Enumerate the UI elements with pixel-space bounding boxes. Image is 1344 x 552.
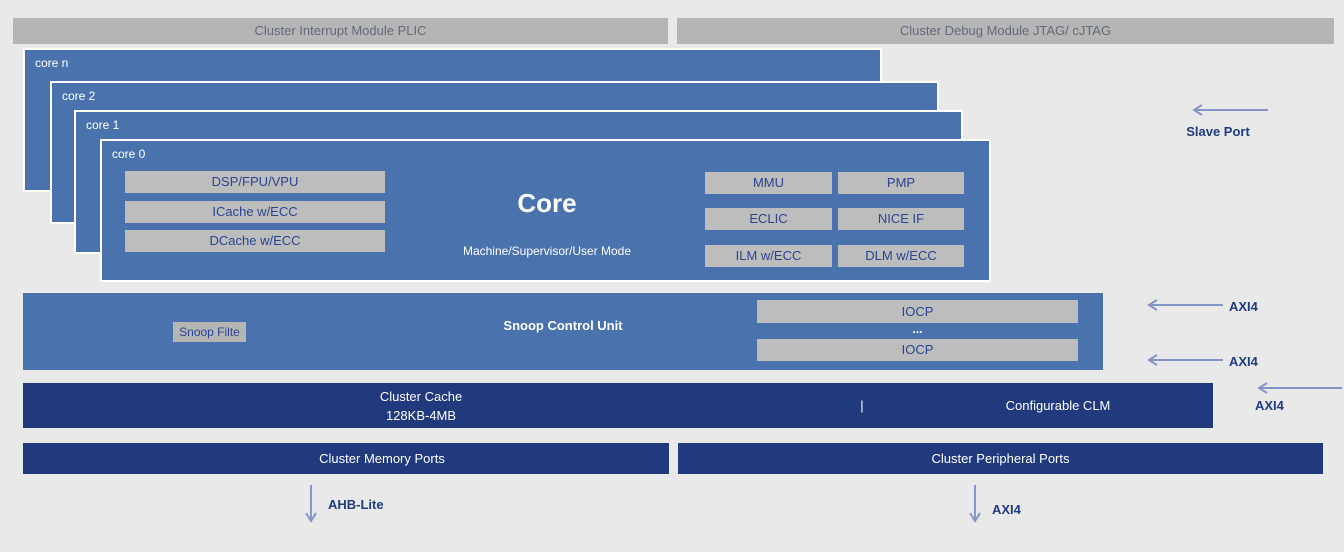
core-mode-subtitle: Machine/Supervisor/User Mode xyxy=(462,244,632,258)
cache-clm-divider: | xyxy=(860,398,864,413)
core-2-label: core 2 xyxy=(62,89,96,103)
snoop-filter-label: Snoop Filte xyxy=(179,325,240,339)
cluster-peripheral-ports-bar: Cluster Peripheral Ports xyxy=(678,443,1323,474)
eclic-label: ECLIC xyxy=(749,211,788,226)
dlm-label: DLM w/ECC xyxy=(865,248,937,263)
mmu-block: MMU xyxy=(705,172,832,194)
dlm-block: DLM w/ECC xyxy=(838,245,964,267)
iocp-top-block: IOCP xyxy=(757,300,1078,323)
ilm-label: ILM w/ECC xyxy=(735,248,802,263)
dsp-fpu-vpu-label: DSP/FPU/VPU xyxy=(211,174,299,189)
icache-label: ICache w/ECC xyxy=(212,204,298,219)
cluster-cache-bar: Cluster Cache 128KB-4MB | Configurable C… xyxy=(23,383,1213,428)
ahb-lite-label: AHB-Lite xyxy=(328,497,384,512)
cluster-cache-label: Cluster Cache 128KB-4MB xyxy=(321,387,521,425)
eclic-block: ECLIC xyxy=(705,208,832,230)
ilm-block: ILM w/ECC xyxy=(705,245,832,267)
axi4-cache-label: AXI4 xyxy=(1255,398,1284,413)
pmp-label: PMP xyxy=(886,175,916,190)
plic-header-label: Cluster Interrupt Module PLIC xyxy=(254,23,427,38)
cluster-memory-ports-label: Cluster Memory Ports xyxy=(319,451,445,466)
nice-if-block: NICE IF xyxy=(838,208,964,230)
jtag-header-bar: Cluster Debug Module JTAG/ cJTAG xyxy=(677,18,1334,44)
pmp-block: PMP xyxy=(838,172,964,194)
iocp-bottom-label: IOCP xyxy=(901,342,934,357)
nice-if-label: NICE IF xyxy=(877,211,925,226)
iocp-ellipsis: ... xyxy=(912,322,923,336)
plic-header-bar: Cluster Interrupt Module PLIC xyxy=(13,18,668,44)
snoop-filter-block: Snoop Filte xyxy=(173,322,246,342)
iocp-bottom-block: IOCP xyxy=(757,339,1078,361)
core-0-box: core 0 DSP/FPU/VPU ICache w/ECC DCache w… xyxy=(100,139,991,282)
axi4-scu-top-arrow-icon xyxy=(1147,299,1223,311)
axi4-cache-arrow-icon xyxy=(1257,382,1342,394)
core-title: Core xyxy=(517,188,577,218)
axi4-scu-bottom-label: AXI4 xyxy=(1229,354,1258,369)
slave-port-label: Slave Port xyxy=(1186,124,1250,139)
dcache-block: DCache w/ECC xyxy=(125,230,385,252)
iocp-top-label: IOCP xyxy=(901,304,934,319)
snoop-control-unit-bar: Snoop Control Unit Snoop Filte IOCP ... … xyxy=(23,293,1103,370)
dsp-fpu-vpu-block: DSP/FPU/VPU xyxy=(125,171,385,193)
axi4-peripheral-arrow-icon xyxy=(969,485,981,523)
slave-port-arrow-icon xyxy=(1192,104,1268,116)
mmu-label: MMU xyxy=(752,175,785,190)
cluster-peripheral-ports-label: Cluster Peripheral Ports xyxy=(931,451,1070,466)
core-n-label: core n xyxy=(35,56,69,70)
cluster-memory-ports-bar: Cluster Memory Ports xyxy=(23,443,669,474)
core-0-label: core 0 xyxy=(112,147,146,161)
configurable-clm-label: Configurable CLM xyxy=(1005,398,1111,413)
jtag-header-label: Cluster Debug Module JTAG/ cJTAG xyxy=(899,23,1112,38)
cluster-cache-line1: Cluster Cache xyxy=(379,389,463,404)
snoop-control-unit-title: Snoop Control Unit xyxy=(503,318,623,333)
icache-block: ICache w/ECC xyxy=(125,201,385,223)
cluster-cache-line2: 128KB-4MB xyxy=(385,408,457,423)
axi4-scu-top-label: AXI4 xyxy=(1229,299,1258,314)
dcache-label: DCache w/ECC xyxy=(209,233,301,248)
axi4-scu-bottom-arrow-icon xyxy=(1147,354,1223,366)
ahb-lite-arrow-icon xyxy=(305,485,317,523)
axi4-peripheral-label: AXI4 xyxy=(992,502,1021,517)
core-1-label: core 1 xyxy=(86,118,120,132)
